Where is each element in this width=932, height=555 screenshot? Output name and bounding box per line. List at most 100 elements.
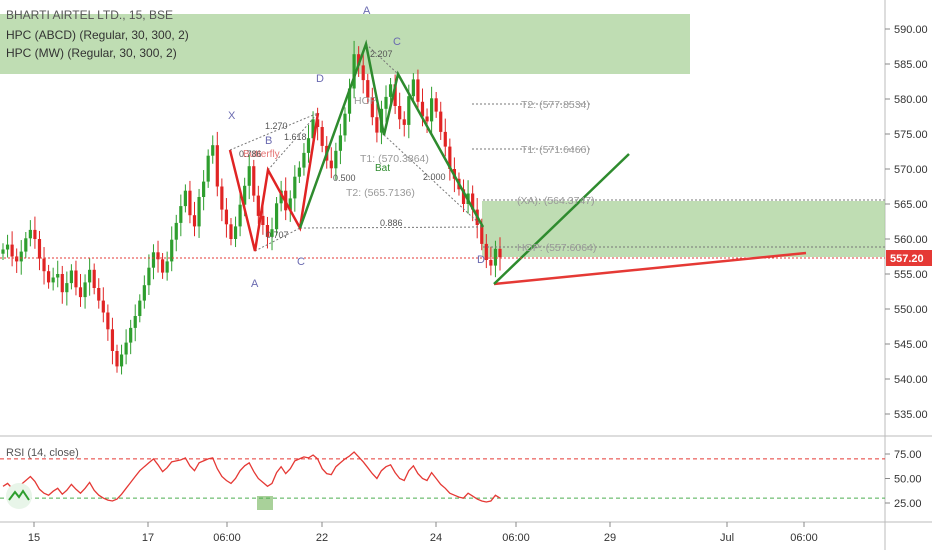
- rsi-tick-label: 50.00: [894, 474, 922, 486]
- bat-pattern-line[interactable]: [298, 39, 485, 229]
- candle-body: [352, 54, 356, 89]
- green-trendline[interactable]: [493, 153, 630, 285]
- candle-body: [402, 119, 406, 125]
- candle-body: [243, 185, 247, 205]
- candle-body: [279, 190, 283, 204]
- candle-body: [366, 80, 370, 98]
- indicator-mw[interactable]: HPC (MW) (Regular, 30, 300, 2): [6, 46, 177, 60]
- candle-body: [42, 258, 46, 272]
- candle-body: [211, 145, 215, 156]
- candle-body: [1, 249, 5, 254]
- candle-body: [439, 111, 443, 132]
- candle-body: [188, 190, 192, 216]
- price-axis[interactable]: 535.00 540.00 545.00 550.00 555.00 560.00 565.…: [885, 24, 928, 421]
- candle-body: [202, 181, 206, 197]
- candle-body: [101, 300, 105, 313]
- label-c-lower: C: [297, 256, 305, 268]
- candle-body: [334, 150, 338, 169]
- price-tick-label: 540.00: [894, 374, 928, 386]
- time-tick-label: 06:00: [502, 532, 530, 544]
- label-d-upper: D: [316, 73, 324, 85]
- candle-body: [170, 239, 174, 262]
- candle-body: [343, 113, 347, 136]
- candle-body: [15, 256, 19, 262]
- rsi-line: [2, 451, 501, 503]
- candle-body: [115, 351, 119, 367]
- candle-body: [347, 88, 352, 114]
- candle-body: [174, 222, 178, 240]
- current-price-badge: 557.20: [886, 250, 932, 266]
- rsi-legend[interactable]: RSI (14, close): [6, 447, 79, 459]
- candle-body: [448, 146, 452, 169]
- candle-body: [37, 239, 42, 259]
- candle-body: [88, 269, 92, 283]
- candle-body: [78, 287, 83, 298]
- candle-body: [56, 274, 60, 278]
- rsi-tick-label: 75.00: [894, 449, 922, 461]
- candle-body: [484, 243, 488, 260]
- candle-body: [461, 189, 466, 204]
- target-t2-mid: T2: (565.7136): [346, 187, 415, 199]
- candle-body: [133, 316, 137, 328]
- rsi-tick-label: 25.00: [894, 498, 922, 510]
- indicator-abcd[interactable]: HPC (ABCD) (Regular, 30, 300, 2): [6, 28, 189, 42]
- candle-body: [416, 79, 420, 102]
- candle-body: [388, 84, 393, 97]
- candle-body: [411, 79, 415, 97]
- label-c-top: C: [393, 36, 401, 48]
- label-bat: Bat: [375, 163, 390, 174]
- price-tick-label: 550.00: [894, 304, 928, 316]
- candle-body: [197, 197, 201, 227]
- candle-body: [493, 248, 498, 266]
- candle-body: [129, 327, 133, 343]
- candle-body: [320, 127, 324, 146]
- candle-body: [65, 283, 69, 293]
- price-tick-label: 575.00: [894, 129, 928, 141]
- current-price-label: 557.20: [890, 253, 924, 265]
- candle-body: [138, 300, 142, 316]
- time-tick-label: 24: [430, 532, 442, 544]
- candle-body: [425, 116, 429, 122]
- candle-body: [124, 342, 128, 355]
- candle-body: [110, 329, 115, 351]
- candle-body: [69, 270, 73, 284]
- candle-body: [10, 244, 14, 257]
- price-tick-label: 560.00: [894, 234, 928, 246]
- rsi-oversold-marker: [257, 496, 273, 510]
- candle-body: [92, 269, 96, 288]
- ratio-2000: 2.000: [423, 172, 446, 182]
- candle-body: [206, 155, 210, 182]
- ratio-labels: 1.270 1.618 0.786 0.707 0.500 0.886 2.20…: [239, 49, 446, 240]
- candle-body: [261, 215, 265, 225]
- price-tick-label: 570.00: [894, 164, 928, 176]
- price-tick-label: 535.00: [894, 409, 928, 421]
- label-a-lower: A: [251, 278, 259, 290]
- candle-body: [224, 209, 229, 225]
- candle-body: [19, 251, 23, 262]
- ratio-0786: 0.786: [239, 149, 262, 159]
- candle-body: [33, 229, 37, 239]
- time-axis[interactable]: 15 17 06:00 22 24 06:00 29 Jul 06:00: [28, 522, 818, 544]
- price-tick-label: 580.00: [894, 94, 928, 106]
- top-zone: [0, 14, 690, 74]
- time-tick-label: 15: [28, 532, 40, 544]
- ratio-0886: 0.886: [380, 218, 403, 228]
- candle-body: [498, 248, 502, 258]
- candlestick-series: [1, 40, 502, 375]
- label-a-top: A: [363, 5, 371, 17]
- candle-body: [357, 54, 361, 66]
- candle-body: [288, 198, 292, 211]
- ratio-0707: 0.707: [266, 230, 289, 240]
- rsi-axis[interactable]: 75.00 50.00 25.00: [885, 449, 922, 510]
- candle-body: [74, 270, 78, 288]
- candle-body: [252, 166, 256, 196]
- price-tick-label: 565.00: [894, 199, 928, 211]
- rsi-pane[interactable]: [0, 451, 885, 510]
- candle-body: [156, 252, 160, 260]
- candle-body: [151, 252, 156, 268]
- butterfly-pattern-line[interactable]: [228, 112, 320, 252]
- symbol-title[interactable]: BHARTI AIRTEL LTD., 15, BSE: [6, 8, 173, 22]
- time-tick-label: 06:00: [213, 532, 241, 544]
